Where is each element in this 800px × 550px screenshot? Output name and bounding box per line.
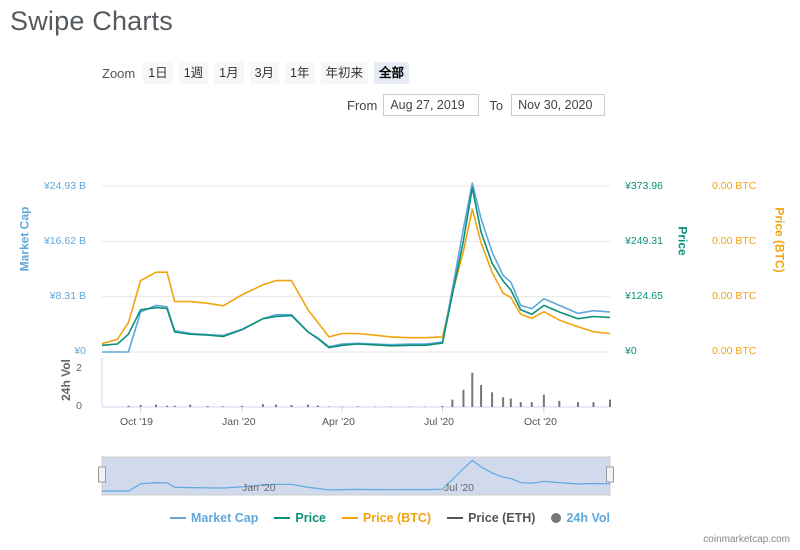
volume-bar — [240, 405, 243, 407]
volume-bar — [509, 398, 512, 407]
line-swatch-icon — [447, 517, 464, 519]
navigator-window — [101, 456, 611, 496]
volume-bar — [275, 404, 278, 407]
market-cap-tick: ¥0 — [74, 345, 86, 357]
market-cap-axis-title: Market Cap — [17, 206, 32, 272]
x-tick: Apr '20 — [322, 416, 355, 428]
legend-label: 24h Vol — [566, 511, 610, 525]
volume-bar — [577, 402, 580, 407]
from-date-input[interactable]: Aug 27, 2019 — [383, 94, 480, 116]
volume-bar — [222, 406, 225, 407]
volume-bar — [166, 405, 169, 407]
legend-item-price-eth[interactable]: Price (ETH) — [447, 511, 535, 525]
price-tick: ¥249.31 — [625, 235, 663, 247]
volume-bar — [480, 384, 483, 407]
chart-title: Swipe Charts — [10, 6, 173, 36]
zoom-button-1d[interactable]: 1日 — [143, 62, 173, 84]
to-label: To — [489, 97, 504, 113]
volume-bar — [542, 394, 545, 407]
legend-item-volume[interactable]: 24h Vol — [551, 511, 610, 525]
volume-bar — [471, 372, 474, 407]
volume-bar — [316, 405, 319, 407]
x-tick: Oct '20 — [524, 416, 557, 428]
legend-item-price[interactable]: Price — [274, 511, 326, 525]
zoom-button-ytd[interactable]: 年初来 — [320, 62, 369, 84]
market-cap-series-line — [102, 182, 611, 353]
to-date-input[interactable]: Nov 30, 2020 — [511, 94, 606, 116]
market-cap-tick: ¥16.62 B — [43, 235, 86, 247]
price-series-line — [101, 187, 611, 349]
volume-bar — [451, 399, 454, 407]
circle-swatch-icon — [551, 513, 562, 523]
market-cap-tick: ¥8.31 B — [49, 290, 86, 302]
price-tick: ¥0 — [625, 345, 637, 357]
navigator-series-line — [102, 459, 611, 492]
btc-axis-title: Price (BTC) — [772, 207, 787, 273]
volume-bar — [502, 397, 505, 407]
price-tick: ¥373.96 — [625, 180, 663, 192]
volume-bar — [290, 405, 293, 407]
navigator-handle[interactable] — [606, 466, 614, 483]
navigator-tick: Jul '20 — [444, 482, 475, 494]
zoom-label: Zoom — [102, 65, 136, 81]
zoom-button-all[interactable]: 全部 — [374, 62, 410, 84]
volume-bar — [592, 402, 595, 407]
legend-label: Price — [295, 511, 326, 525]
line-swatch-icon — [274, 517, 291, 519]
btc-tick: 0.00 BTC — [712, 235, 757, 247]
volume-bar — [462, 389, 465, 407]
volume-bar — [441, 406, 444, 407]
volume-bar — [139, 405, 142, 407]
price-tick: ¥124.65 — [625, 290, 663, 302]
zoom-button-1w[interactable]: 1週 — [178, 62, 209, 84]
volume-bar — [127, 405, 130, 407]
date-range: From Aug 27, 2019 To Nov 30, 2020 — [347, 94, 606, 116]
from-label: From — [347, 97, 378, 113]
zoom-button-1y[interactable]: 1年 — [285, 62, 315, 84]
zoom-button-1m[interactable]: 1月 — [214, 62, 244, 84]
volume-bar — [173, 405, 176, 407]
legend-label: Market Cap — [191, 511, 259, 525]
btc-tick: 0.00 BTC — [712, 290, 757, 302]
x-tick: Jul '20 — [424, 416, 455, 428]
volume-tick: 0 — [76, 400, 82, 412]
navigator-tick: Jan '20 — [242, 482, 276, 494]
x-tick: Oct '19 — [120, 416, 153, 428]
line-swatch-icon — [170, 517, 186, 519]
zoom-bar: Zoom 1日 1週 1月 3月 1年 年初来 全部 — [102, 62, 415, 84]
volume-axis-title: 24h Vol — [58, 359, 73, 401]
navigator-handle[interactable] — [98, 466, 106, 483]
volume-bar — [558, 400, 561, 407]
volume-bar — [189, 404, 192, 407]
btc-price-series-line — [101, 208, 611, 345]
volume-bar — [307, 404, 310, 407]
legend-item-price-btc[interactable]: Price (BTC) — [341, 511, 432, 525]
volume-bar — [261, 404, 264, 407]
btc-tick: 0.00 BTC — [712, 345, 757, 357]
line-swatch-icon — [341, 517, 358, 519]
zoom-button-3m[interactable]: 3月 — [249, 62, 280, 84]
credit-link[interactable]: coinmarketcap.com — [703, 534, 790, 545]
x-tick: Jan '20 — [222, 416, 256, 428]
volume-bar — [491, 392, 494, 407]
legend-label: Price (BTC) — [362, 511, 432, 525]
volume-bar — [356, 406, 359, 407]
volume-tick: 2 — [76, 362, 82, 374]
btc-tick: 0.00 BTC — [712, 180, 757, 192]
price-axis-title: Price — [675, 226, 690, 256]
volume-bar — [206, 406, 209, 407]
volume-bar — [609, 399, 611, 407]
volume-bar — [154, 404, 157, 407]
volume-bar — [519, 402, 522, 407]
legend-item-market-cap[interactable]: Market Cap — [170, 511, 258, 525]
market-cap-tick: ¥24.93 B — [43, 180, 86, 192]
volume-bar — [530, 402, 533, 407]
legend-label: Price (ETH) — [468, 511, 536, 525]
legend: Market Cap Price Price (BTC) Price (ETH)… — [170, 511, 626, 525]
